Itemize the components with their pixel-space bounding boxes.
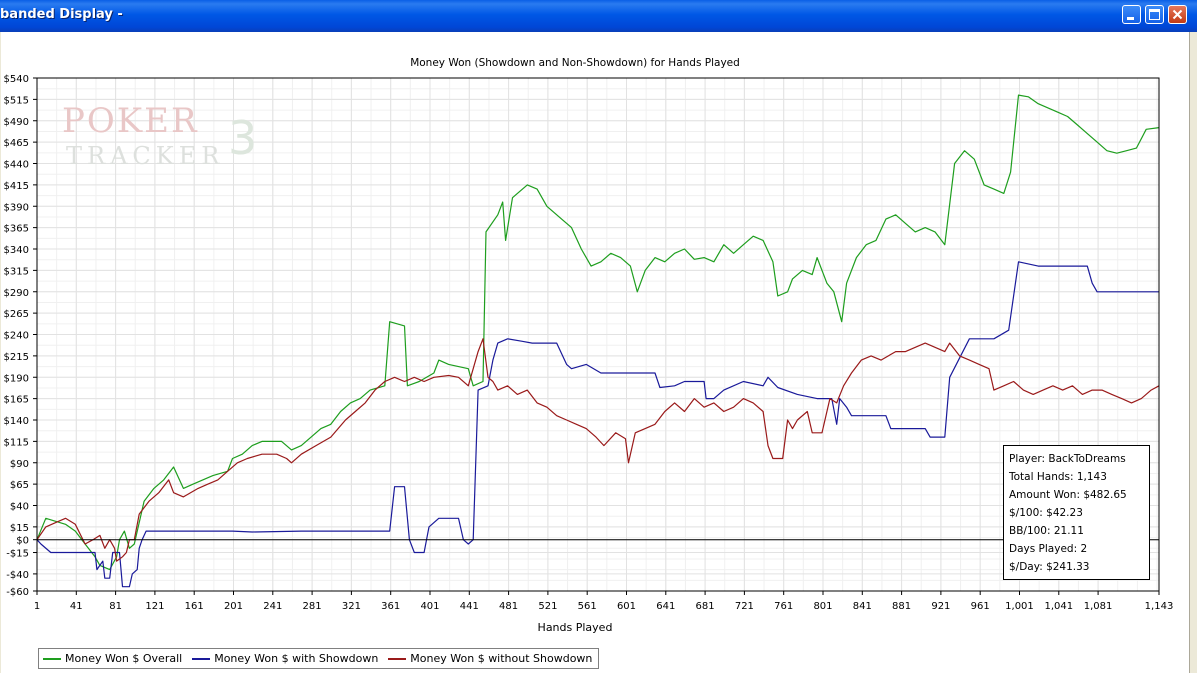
y-tick-label: $415 [4,181,29,192]
x-tick-label: 81 [109,601,122,612]
x-tick-label: 481 [499,601,518,612]
y-tick-label: -$40 [6,570,29,581]
x-tick-label: 881 [892,601,911,612]
legend-item-showdown: Money Won $ with Showdown [192,652,378,665]
x-tick-label: 521 [538,601,557,612]
x-tick-label: 801 [813,601,832,612]
window-titlebar: banded Display - [0,0,1197,32]
x-tick-label: 561 [578,601,597,612]
legend-label-overall: Money Won $ Overall [65,652,183,665]
minimize-icon[interactable] [1122,5,1141,24]
days-played: Days Played: 2 [1009,543,1088,555]
x-tick-label: 921 [931,601,950,612]
y-tick-label: $290 [4,288,29,299]
series-line-0 [36,94,1160,571]
y-tick-label: -$15 [6,549,29,560]
legend-item-overall: Money Won $ Overall [43,652,182,665]
dollars-per-100: $/100: $42.23 [1009,507,1083,519]
maximize-icon[interactable] [1145,5,1164,24]
window-left-border [0,32,1,673]
window-title: banded Display - [0,7,123,22]
y-tick-label: $440 [4,160,29,171]
x-tick-label: 441 [460,601,479,612]
x-tick-label: 641 [656,601,675,612]
y-tick-label: $115 [4,437,29,448]
close-icon[interactable] [1168,5,1187,24]
series-line-2 [36,338,1160,562]
x-tick-label: 1 [34,601,40,612]
y-tick-label: -$60 [6,587,29,598]
x-tick-label: 41 [70,601,83,612]
x-axis-label: Hands Played [538,621,613,634]
y-tick-label: $340 [4,245,29,256]
player-name: Player: BackToDreams [1009,453,1126,465]
y-tick-label: $0 [16,536,29,547]
x-tick-label: 761 [774,601,793,612]
chart-title: Money Won (Showdown and Non-Showdown) fo… [410,57,740,69]
x-tick-label: 161 [185,601,204,612]
y-tick-label: $40 [10,502,29,513]
x-tick-label: 1,001 [1005,601,1034,612]
legend-label-non-showdown: Money Won $ without Showdown [410,652,593,665]
y-tick-label: $315 [4,266,29,277]
x-tick-label: 281 [303,601,322,612]
x-tick-label: 601 [617,601,636,612]
y-tick-label: $490 [4,117,29,128]
series-line-1 [36,261,1159,588]
legend-item-non-showdown: Money Won $ without Showdown [388,652,592,665]
plot-frame [36,77,1160,592]
y-tick-label: $215 [4,352,29,363]
y-tick-label: $365 [4,224,29,235]
money-won-chart: Money Won (Showdown and Non-Showdown) fo… [4,57,1174,634]
x-tick-label: 1,143 [1145,601,1174,612]
legend-swatch-non-showdown [388,657,407,660]
x-tick-label: 241 [263,601,282,612]
chart-axes: $540 $515 $490 $465 $440 $415 $390 $365 $340 $315… [4,74,1174,612]
chart-legend: Money Won $ Overall Money Won $ with Sho… [38,648,600,669]
y-tick-label: $190 [4,373,29,384]
x-tick-label: 681 [696,601,715,612]
legend-swatch-showdown [192,657,211,660]
x-tick-label: 321 [342,601,361,612]
y-tick-label: $390 [4,202,29,213]
y-tick-label: $15 [10,523,29,534]
dollars-per-day: $/Day: $241.33 [1009,561,1090,573]
x-tick-label: 721 [735,601,754,612]
y-tick-label: $515 [4,95,29,106]
chart-series [36,94,1160,588]
y-tick-label: $165 [4,395,29,406]
window-scrollbar[interactable] [1189,32,1197,673]
legend-label-showdown: Money Won $ with Showdown [214,652,379,665]
x-tick-label: 961 [971,601,990,612]
chart-grid [36,77,1160,592]
player-stats-box: Player: BackToDreams Total Hands: 1,143 … [1003,445,1150,580]
y-tick-label: $240 [4,331,29,342]
amount-won: Amount Won: $482.65 [1009,489,1127,501]
watermark-line1: POKER [62,101,199,141]
y-tick-label: $65 [10,480,29,491]
y-tick-label: $465 [4,138,29,149]
y-tick-label: $140 [4,416,29,427]
bb-per-100: BB/100: 21.11 [1009,525,1084,537]
x-tick-label: 1,041 [1044,601,1073,612]
x-tick-label: 361 [381,601,400,612]
y-tick-label: $540 [4,74,29,85]
y-tick-label: $90 [10,459,29,470]
y-tick-label: $265 [4,309,29,320]
watermark-line2: TRACKER [66,142,224,170]
x-tick-label: 401 [420,601,439,612]
total-hands: Total Hands: 1,143 [1009,471,1107,483]
x-tick-label: 1,081 [1084,601,1113,612]
legend-swatch-overall [43,657,61,660]
x-tick-label: 841 [853,601,872,612]
x-tick-label: 201 [224,601,243,612]
x-tick-label: 121 [145,601,164,612]
watermark-number: 3 [228,111,257,165]
